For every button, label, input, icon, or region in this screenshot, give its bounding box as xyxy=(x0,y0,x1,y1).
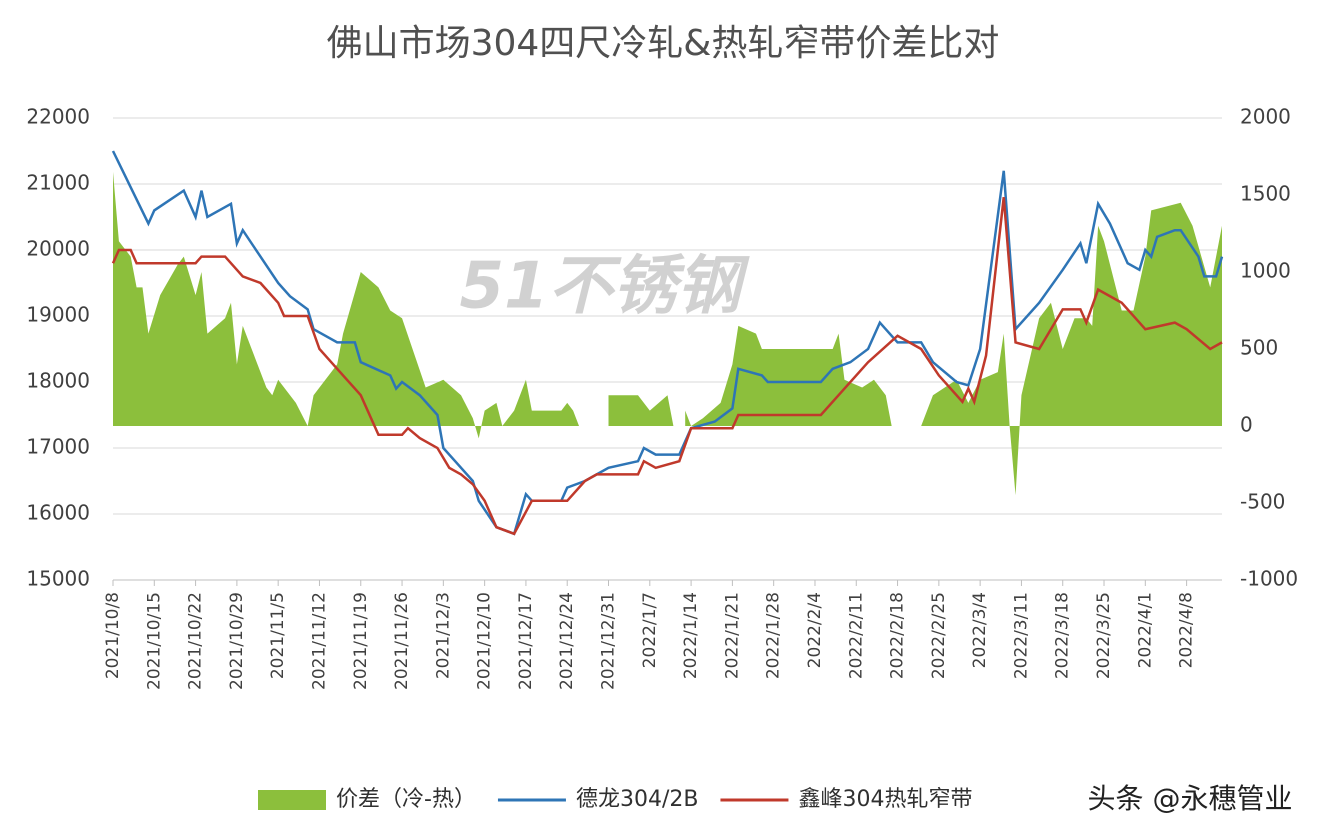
x-tick-label: 2022/4/1 xyxy=(1135,592,1155,668)
x-tick-label: 2021/10/29 xyxy=(227,592,247,690)
x-tick-label: 2022/2/18 xyxy=(888,592,908,679)
y-tick-label: 15000 xyxy=(26,567,90,591)
x-tick-label: 2021/12/10 xyxy=(475,592,495,690)
line xyxy=(111,197,1223,536)
x-tick-label: 2022/3/25 xyxy=(1094,592,1114,679)
legend-swatch xyxy=(258,790,326,810)
x-tick-label: 2022/1/14 xyxy=(681,592,701,679)
x-tick-label: 2022/1/28 xyxy=(764,592,784,679)
x-tick-label: 2022/3/18 xyxy=(1053,592,1073,679)
legend-label: 鑫峰304热轧窄带 xyxy=(798,787,972,812)
x-tick-label: 2021/11/19 xyxy=(351,592,371,690)
y2-tick-label: -500 xyxy=(1240,490,1285,514)
x-tick-label: 2021/12/24 xyxy=(557,592,577,690)
x-tick-label: 2022/1/21 xyxy=(722,592,742,679)
area xyxy=(685,325,892,426)
x-tick-label: 2021/11/12 xyxy=(309,592,329,690)
x-tick-label: 2021/10/15 xyxy=(144,592,164,690)
x-tick-label: 2022/2/25 xyxy=(929,592,949,679)
legend-label: 德龙304/2B xyxy=(576,787,699,812)
x-tick-label: 2022/4/8 xyxy=(1177,592,1197,668)
x-tick-label: 2022/3/11 xyxy=(1011,592,1031,679)
x-tick-label: 2021/12/3 xyxy=(433,592,453,679)
chart-title: 佛山市场304四尺冷轧&热轧窄带价差比对 xyxy=(327,23,1000,64)
x-tick-label: 2021/10/22 xyxy=(186,592,206,690)
y-tick-label: 22000 xyxy=(26,105,90,129)
x-tick-label: 2021/11/26 xyxy=(392,592,412,690)
x-tick-label: 2022/2/11 xyxy=(846,592,866,679)
y-tick-label: 21000 xyxy=(26,171,90,195)
x-tick-label: 2022/2/4 xyxy=(805,592,825,668)
y2-tick-label: 500 xyxy=(1240,336,1278,360)
x-tick-label: 2021/12/31 xyxy=(599,592,619,690)
y2-tick-label: -1000 xyxy=(1240,567,1298,591)
x-tick-label: 2021/11/5 xyxy=(268,592,288,679)
area xyxy=(608,395,674,426)
watermark: 51不锈钢 xyxy=(459,250,750,324)
watermark: 头条 @永穗管业 xyxy=(1088,782,1293,815)
y2-tick-label: 2000 xyxy=(1240,105,1291,129)
plot-area xyxy=(111,117,1224,581)
y2-tick-label: 0 xyxy=(1240,413,1253,437)
y-tick-label: 16000 xyxy=(26,501,90,525)
y-tick-label: 17000 xyxy=(26,435,90,459)
y2-tick-label: 1000 xyxy=(1240,259,1291,283)
x-tick-label: 2021/12/17 xyxy=(516,592,536,690)
y-tick-label: 18000 xyxy=(26,369,90,393)
y2-tick-label: 1500 xyxy=(1240,182,1291,206)
area xyxy=(113,171,580,439)
y-tick-label: 20000 xyxy=(26,237,90,261)
legend-label: 价差（冷-热） xyxy=(336,787,476,812)
x-tick-label: 2022/1/7 xyxy=(640,592,660,668)
line xyxy=(111,150,1224,536)
x-tick-label: 2021/10/8 xyxy=(103,592,123,679)
y-tick-label: 19000 xyxy=(26,303,90,327)
area xyxy=(921,202,1222,496)
x-tick-label: 2022/3/4 xyxy=(970,592,990,668)
